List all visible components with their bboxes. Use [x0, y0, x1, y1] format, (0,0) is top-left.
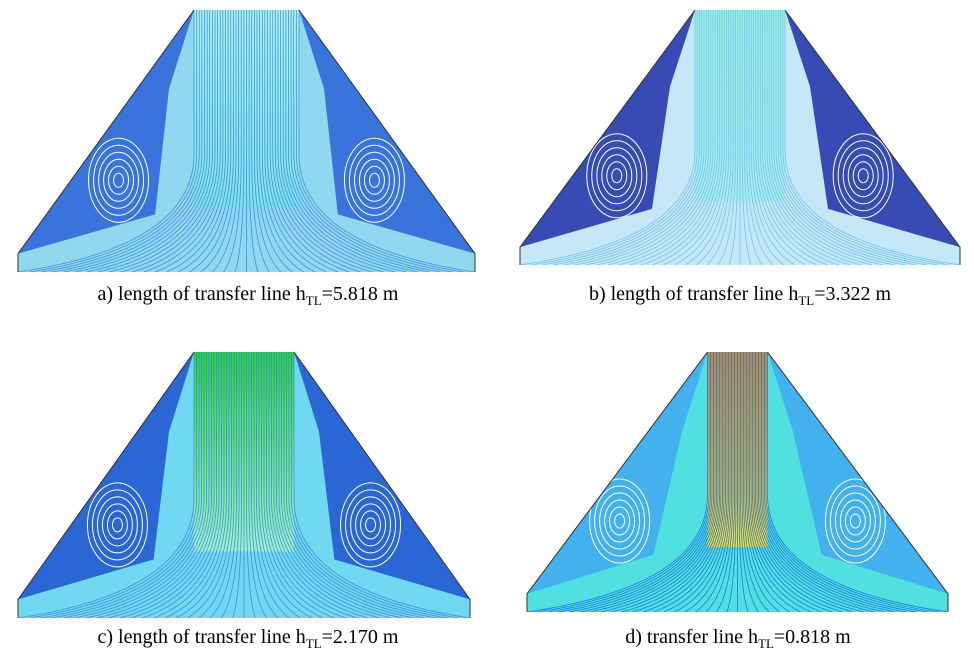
- caption-subscript: TL: [798, 293, 814, 308]
- flow-panel: [520, 10, 960, 265]
- caption-text: d) transfer line h: [625, 626, 758, 648]
- flow-panel: [18, 352, 470, 618]
- caption-d: d) transfer line hTL=0.818 m: [508, 626, 968, 652]
- caption-text: =0.818 m: [774, 626, 851, 648]
- caption-text: c) length of transfer line h: [98, 626, 306, 648]
- caption-subscript: TL: [758, 636, 774, 651]
- caption-text: =3.322 m: [814, 283, 891, 305]
- caption-text: a) length of transfer line h: [98, 283, 306, 305]
- caption-b: b) length of transfer line hTL=3.322 m: [510, 283, 970, 309]
- caption-text: b) length of transfer line h: [589, 283, 798, 305]
- panels: [0, 0, 974, 657]
- caption-text: =5.818 m: [322, 283, 399, 305]
- caption-subscript: TL: [306, 293, 322, 308]
- flow-panel: [527, 352, 948, 612]
- figure: a) length of transfer line hTL=5.818 m b…: [0, 0, 974, 657]
- caption-c: c) length of transfer line hTL=2.170 m: [18, 626, 478, 652]
- caption-subscript: TL: [306, 636, 322, 651]
- caption-a: a) length of transfer line hTL=5.818 m: [18, 283, 478, 309]
- caption-text: =2.170 m: [322, 626, 399, 648]
- flow-panel: [18, 10, 475, 272]
